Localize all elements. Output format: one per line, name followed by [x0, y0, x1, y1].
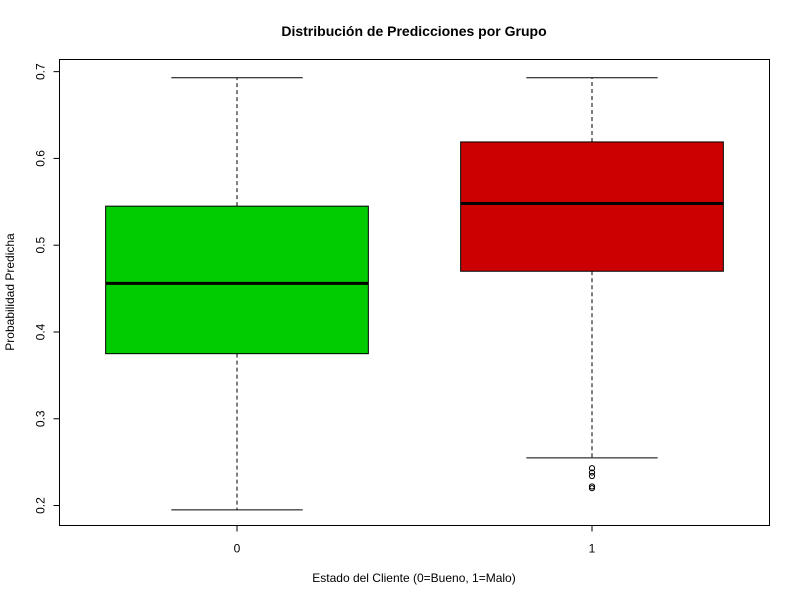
x-tick-label-0: 0 — [234, 542, 241, 556]
box-1-outlier-0 — [588, 465, 596, 472]
plot-frame — [59, 59, 770, 526]
y-axis-label: Probabilidad Predicha — [3, 233, 17, 351]
box-1-outlier-1 — [588, 469, 596, 476]
y-tick-label-1: 0.3 — [34, 410, 48, 427]
chart-title: Distribución de Predicciones por Grupo — [281, 23, 546, 39]
box-0 — [105, 205, 369, 355]
y-tick-label-2: 0.4 — [34, 323, 48, 340]
y-tick-label-4: 0.6 — [34, 150, 48, 167]
box-1-outlier-4 — [588, 485, 596, 492]
y-tick-label-5: 0.7 — [34, 63, 48, 80]
box-1-outlier-2 — [588, 472, 596, 480]
x-tick-label-1: 1 — [589, 542, 596, 556]
box-1-outlier-3 — [588, 483, 596, 490]
y-tick-label-3: 0.5 — [34, 237, 48, 254]
y-tick-label-0: 0.2 — [34, 497, 48, 514]
box-1 — [460, 141, 724, 272]
x-axis-label: Estado del Cliente (0=Bueno, 1=Malo) — [312, 571, 515, 585]
